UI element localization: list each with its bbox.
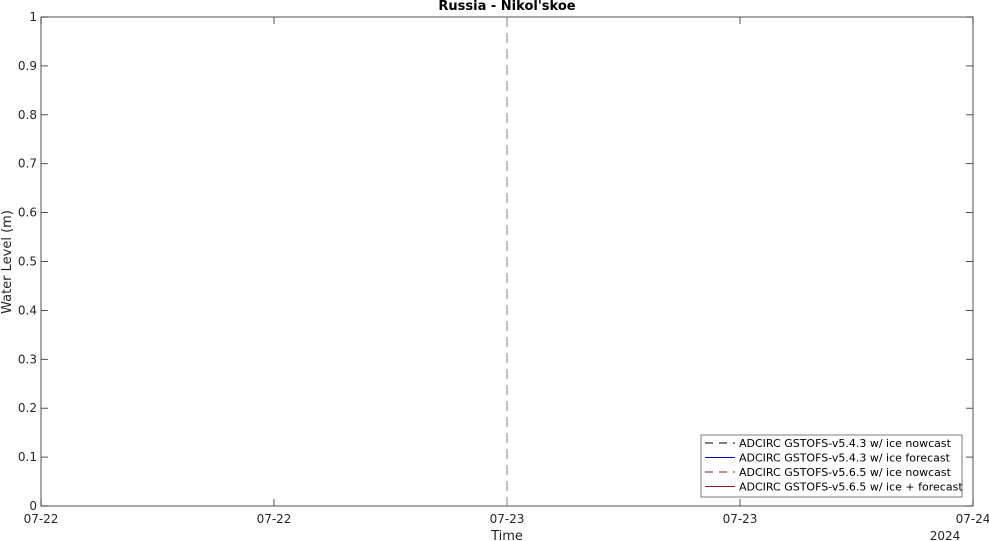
y-tick-label: 0.2 <box>18 401 37 415</box>
x-tick-label: 07-23 <box>490 512 525 526</box>
y-tick-label: 1 <box>29 10 37 24</box>
legend-box <box>700 434 963 498</box>
x-tick-label: 07-22 <box>24 512 59 526</box>
y-tick-label: 0.1 <box>18 450 37 464</box>
y-tick-label: 0.9 <box>18 59 37 73</box>
y-tick-label: 0.7 <box>18 157 37 171</box>
x-axis-title: Time <box>490 529 523 541</box>
y-tick-label: 0.3 <box>18 352 37 366</box>
x-axis-year-label: 2024 <box>930 529 961 541</box>
y-tick-label: 0 <box>29 499 37 513</box>
y-tick-label: 0.4 <box>18 303 37 317</box>
legend-label: ADCIRC GSTOFS-v5.4.3 w/ ice forecast <box>739 452 951 465</box>
legend-label: ADCIRC GSTOFS-v5.6.5 w/ ice + forecast <box>739 481 963 494</box>
y-axis-title: Water Level (m) <box>0 210 15 314</box>
legend: ADCIRC GSTOFS-v5.4.3 w/ ice nowcast ADCIR… <box>700 434 963 498</box>
y-tick-label: 0.6 <box>18 206 37 220</box>
y-axis: 0 0.1 0.2 0.3 0.4 0.5 0.6 0.7 0.8 0.9 1 <box>18 10 973 513</box>
legend-label: ADCIRC GSTOFS-v5.4.3 w/ ice nowcast <box>739 437 952 450</box>
y-tick-label: 0.5 <box>18 255 37 269</box>
legend-label: ADCIRC GSTOFS-v5.6.5 w/ ice nowcast <box>739 466 952 479</box>
x-tick-label: 07-23 <box>723 512 758 526</box>
y-tick-label: 0.8 <box>18 108 37 122</box>
x-axis: 07-22 07-22 07-23 07-23 07-24 <box>24 17 989 526</box>
chart-title: Russia - Nikol'skoe <box>438 0 575 14</box>
x-tick-label: 07-24 <box>956 512 989 526</box>
x-tick-label: 07-22 <box>257 512 292 526</box>
